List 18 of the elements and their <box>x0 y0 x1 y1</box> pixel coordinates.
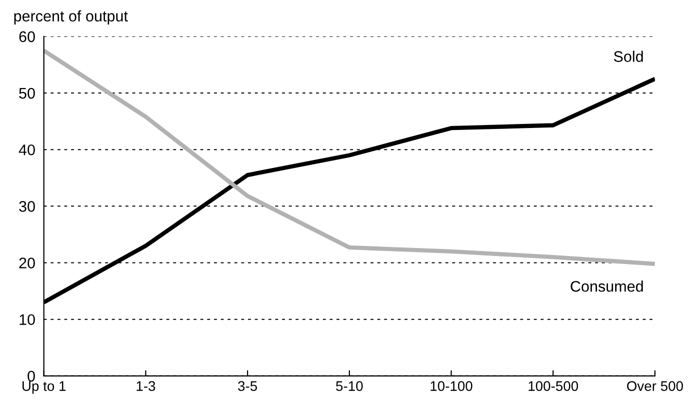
y-tick-label: 0 <box>28 370 35 382</box>
series-label: Consumed <box>570 280 643 292</box>
x-tick-label: Over 500 <box>627 381 683 391</box>
y-tick-label: 20 <box>19 258 35 268</box>
x-tick-label: 5-10 <box>336 381 363 391</box>
x-tick-label: Up to 1 <box>22 381 66 394</box>
series-label: Sold <box>614 50 643 62</box>
y-tick-label: 30 <box>19 201 35 212</box>
y-tick-label: 10 <box>20 314 35 326</box>
x-tick-label: 3-5 <box>238 381 257 391</box>
y-tick-label: 60 <box>19 31 35 42</box>
line-series <box>44 48 655 266</box>
y-tick-label: 50 <box>19 88 35 99</box>
x-tick-label: 10-100 <box>430 381 472 391</box>
y-axis-title: percent of output <box>14 10 128 25</box>
y-tick-label: 40 <box>18 144 35 156</box>
x-tick-label: 100-500 <box>528 381 578 391</box>
x-tick-label: 1-3 <box>136 381 156 391</box>
